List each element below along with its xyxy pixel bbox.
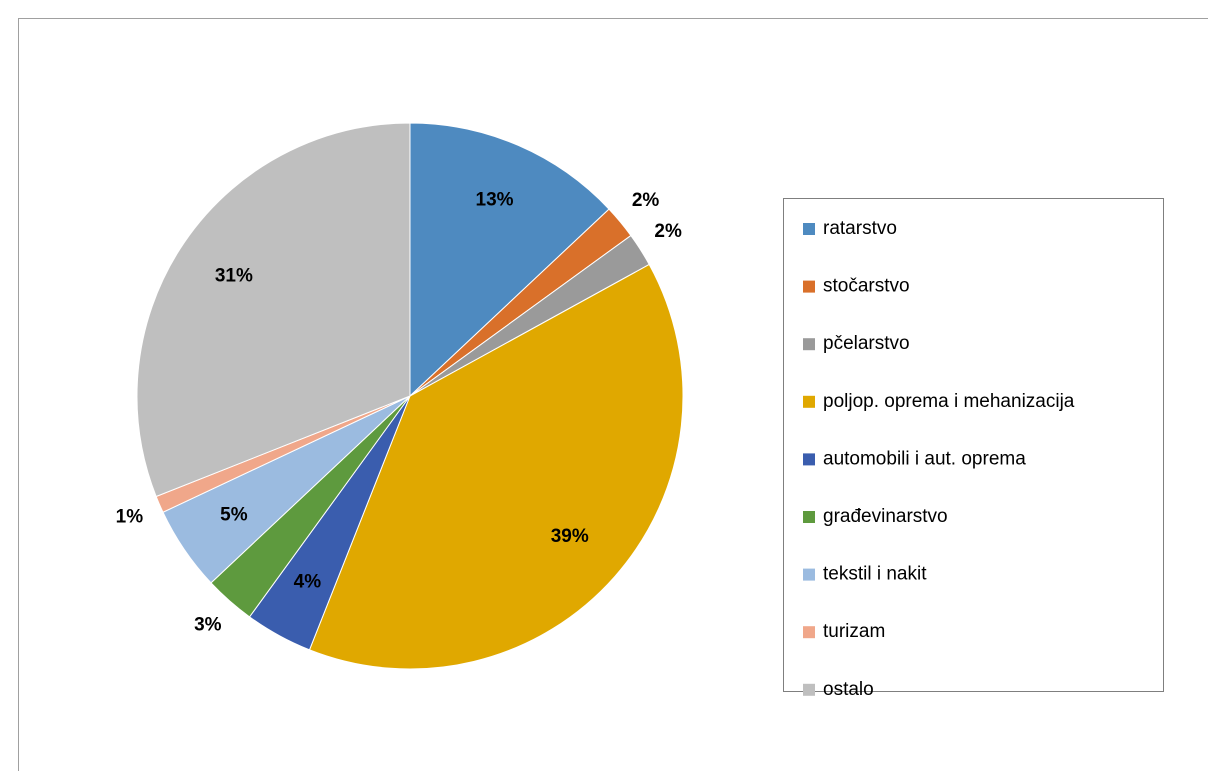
legend-swatch — [803, 683, 815, 696]
legend-box — [783, 198, 1164, 692]
legend-label: pčelarstvo — [823, 333, 910, 354]
legend-swatch — [803, 568, 815, 581]
data-label: 5% — [220, 505, 248, 526]
data-label: 39% — [551, 526, 589, 547]
data-label: 4% — [294, 572, 322, 593]
pie: 13% 2% 2% 39% 4% 3% 5% 1% 31% — [116, 122, 684, 670]
legend-label: ostalo — [823, 679, 874, 700]
legend-label: ratarstvo — [823, 218, 897, 239]
legend-swatch — [803, 338, 815, 351]
data-label: 3% — [194, 614, 222, 635]
data-label: 1% — [116, 506, 144, 527]
data-label: 2% — [654, 221, 682, 242]
legend: ratarstvo stočarstvo pčelarstvo poljop. opr… — [803, 218, 1075, 700]
legend-label: turizam — [823, 621, 885, 642]
legend-label: automobili i aut. oprema — [823, 448, 1026, 469]
data-label: 2% — [632, 190, 660, 211]
legend-label: stočarstvo — [823, 276, 910, 297]
legend-label: poljop. oprema i mehanizacija — [823, 391, 1075, 412]
legend-swatch — [803, 626, 815, 639]
data-label: 13% — [476, 190, 514, 211]
legend-swatch — [803, 395, 815, 408]
legend-swatch — [803, 453, 815, 466]
legend-swatch — [803, 511, 815, 523]
legend-label: tekstil i nakit — [823, 564, 927, 585]
pie-slice — [409, 122, 610, 398]
legend-swatch — [803, 223, 815, 235]
data-label: 31% — [215, 265, 253, 286]
legend-swatch — [803, 280, 815, 293]
legend-label: građevinarstvo — [823, 506, 948, 527]
pie-slice — [136, 122, 411, 498]
pie-slice — [308, 263, 684, 670]
